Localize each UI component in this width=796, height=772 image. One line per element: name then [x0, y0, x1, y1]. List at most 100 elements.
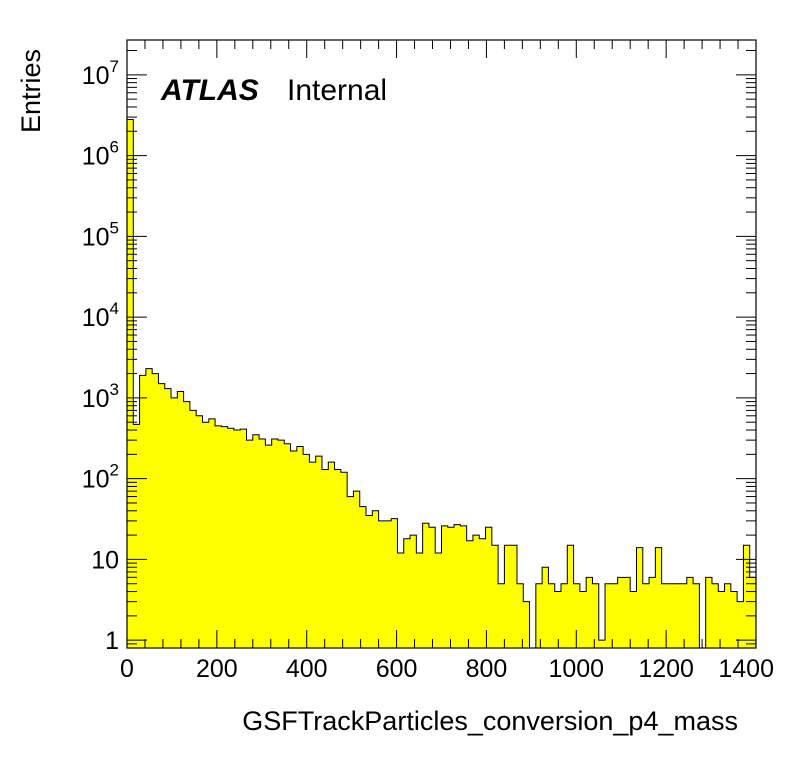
histogram-bar: [334, 469, 342, 648]
histogram-bar: [246, 440, 254, 648]
plot-frame: [126, 39, 757, 649]
histogram-bar: [605, 583, 612, 648]
histogram-bar: [680, 583, 688, 648]
histogram-bar: [422, 523, 430, 648]
histogram-bar: [535, 583, 543, 648]
histogram-bar: [340, 472, 348, 648]
histogram-bar: [133, 424, 140, 648]
y-tick-label: 1: [105, 627, 119, 655]
histogram-bar: [196, 415, 203, 648]
histogram-bar: [183, 401, 191, 648]
histogram-bar: [485, 527, 493, 648]
histogram-bar: [655, 547, 663, 648]
internal-label: Internal: [287, 74, 387, 107]
y-tick-label: 106: [82, 138, 119, 171]
histogram-bar: [498, 583, 505, 648]
histogram-bar: [523, 601, 530, 648]
histogram-bar: [189, 410, 197, 648]
histogram-bar: [711, 583, 719, 648]
histogram-bar: [309, 462, 317, 648]
histogram-bar: [321, 469, 329, 648]
histogram-bar: [252, 434, 260, 648]
histogram-bar: [667, 583, 675, 648]
histogram-bar: [504, 545, 512, 648]
histogram-bar: [642, 583, 650, 648]
histogram-bar: [139, 375, 147, 648]
histogram-bar: [296, 446, 304, 648]
x-tick-label: 1200: [638, 655, 694, 683]
histogram-bars: [127, 119, 757, 649]
histogram-bar: [353, 491, 361, 648]
histogram-bar: [749, 577, 757, 648]
histogram-bar: [372, 510, 379, 648]
histogram-bar: [743, 545, 751, 648]
histogram-bar: [158, 383, 166, 648]
y-tick-label: 104: [82, 299, 119, 332]
histogram-bar: [472, 535, 480, 648]
x-tick-label: 0: [120, 655, 134, 683]
histogram-bar: [378, 520, 386, 648]
histogram-bar: [152, 373, 159, 648]
histogram-bar: [598, 640, 606, 648]
histogram-bar: [271, 438, 279, 648]
histogram-bar: [686, 577, 694, 648]
histogram-bar: [347, 496, 354, 648]
histogram-bar: [724, 583, 732, 648]
x-tick-labels: 0 200 400 600 800 1000 1200 1400: [120, 655, 774, 683]
histogram-bar: [674, 583, 681, 648]
histogram-bar: [384, 520, 392, 648]
histogram-bar: [208, 418, 216, 648]
histogram-bar: [737, 601, 744, 648]
histogram-bar: [479, 538, 486, 648]
histogram-bar: [233, 430, 241, 648]
histogram-bar: [328, 462, 335, 648]
y-tick-label: 102: [82, 461, 119, 494]
histogram-bar: [410, 535, 417, 648]
histogram-bar: [510, 545, 518, 648]
histogram-bar: [145, 368, 153, 648]
histogram-bar: [435, 553, 442, 648]
histogram-bar: [284, 443, 291, 648]
histogram-bar: [554, 591, 562, 648]
histogram-bar: [227, 428, 235, 648]
histogram-bar: [277, 440, 285, 648]
histogram-bar: [315, 456, 323, 648]
histogram-bar: [542, 567, 549, 648]
histogram-bar: [290, 450, 298, 648]
y-tick-label: 105: [82, 218, 119, 251]
histogram-bar: [202, 422, 210, 648]
histogram-bar: [630, 591, 637, 648]
atlas-label: ATLAS: [160, 74, 259, 107]
histogram-bar: [460, 525, 468, 648]
histogram-bar: [221, 426, 229, 648]
x-tick-label: 1000: [548, 655, 604, 683]
x-axis-title: GSFTrackParticles_conversion_p4_mass: [242, 706, 738, 736]
histogram-bar: [730, 591, 738, 648]
histogram-outline: [126, 118, 757, 649]
histogram-bar: [259, 438, 266, 648]
histogram-bar: [441, 525, 449, 648]
x-tick-label: 800: [466, 655, 508, 683]
histogram-bar: [177, 391, 185, 648]
histogram-bar: [579, 591, 587, 648]
histogram-bar: [516, 583, 524, 648]
histogram-bar: [454, 524, 461, 648]
y-tick-label: 10: [91, 546, 119, 574]
histogram-bar: [592, 583, 600, 648]
y-tick-label: 103: [82, 380, 119, 413]
histogram-bar: [466, 540, 474, 648]
histogram-bar: [127, 119, 134, 649]
histogram-bar: [447, 527, 455, 648]
histogram-bar: [548, 583, 556, 648]
histogram-bar: [359, 506, 367, 648]
x-tick-label: 600: [376, 655, 418, 683]
y-tick-labels: 1 10 102 103 104 105 106 107: [82, 57, 119, 655]
histogram-bar: [567, 545, 574, 648]
x-tick-label: 200: [196, 655, 238, 683]
histogram-bar: [705, 577, 713, 648]
histogram-bar: [391, 518, 398, 648]
axis-ticks: [126, 40, 757, 649]
x-tick-label: 400: [286, 655, 328, 683]
histogram-bar: [397, 553, 405, 648]
